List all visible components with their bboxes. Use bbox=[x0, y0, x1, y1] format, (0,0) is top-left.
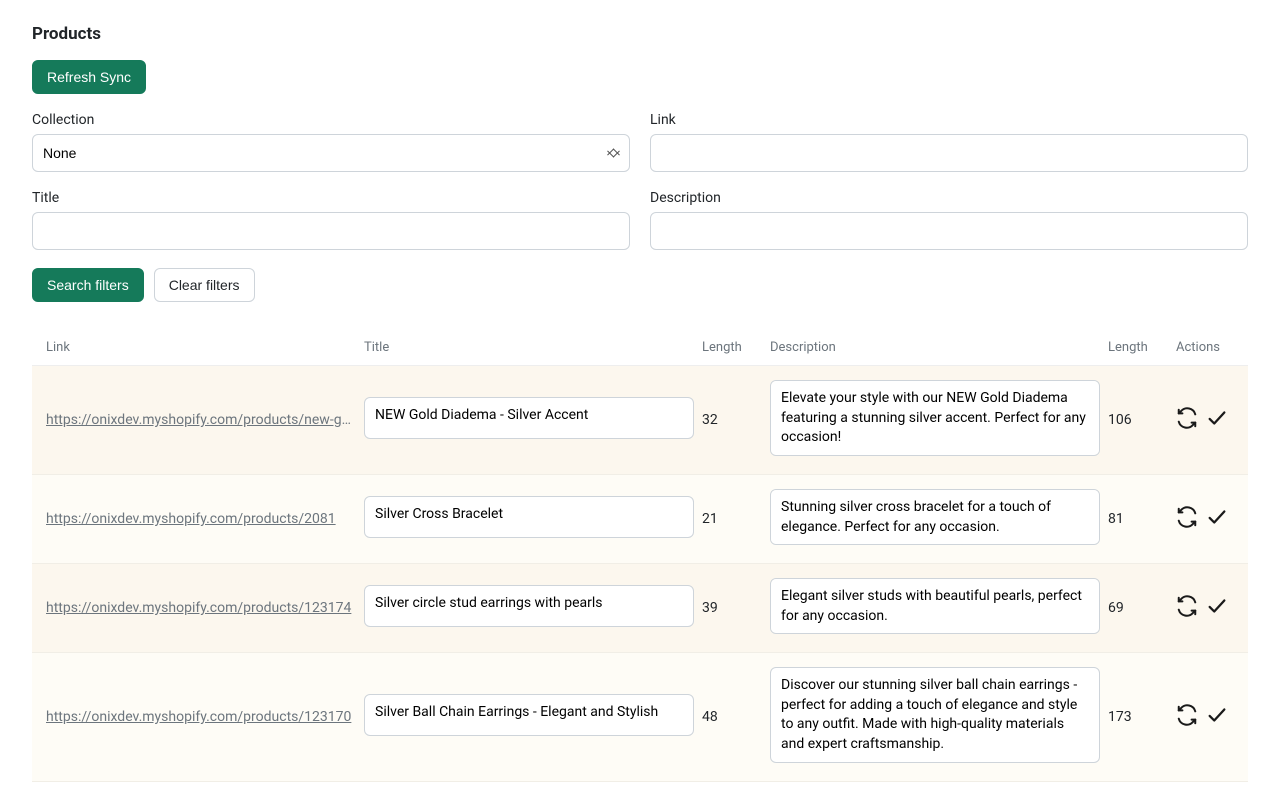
refresh-icon[interactable] bbox=[1176, 506, 1198, 532]
description-filter-label: Description bbox=[650, 190, 1248, 206]
title-input[interactable] bbox=[364, 397, 694, 439]
search-filters-button[interactable]: Search filters bbox=[32, 268, 144, 302]
title-length: 21 bbox=[702, 511, 762, 527]
refresh-icon[interactable] bbox=[1176, 704, 1198, 730]
title-length: 39 bbox=[702, 600, 762, 616]
title-filter-label: Title bbox=[32, 190, 630, 206]
table-row: https://onixdev.myshopify.com/products/1… bbox=[32, 653, 1248, 782]
product-link[interactable]: https://onixdev.myshopify.com/products/2… bbox=[46, 511, 356, 527]
check-icon[interactable] bbox=[1206, 595, 1228, 621]
collection-select[interactable] bbox=[32, 134, 630, 172]
description-length: 106 bbox=[1108, 412, 1168, 428]
table-row: https://onixdev.myshopify.com/products/n… bbox=[32, 366, 1248, 475]
col-link: Link bbox=[46, 340, 356, 355]
title-input[interactable] bbox=[364, 585, 694, 627]
col-length2: Length bbox=[1108, 340, 1168, 355]
refresh-icon[interactable] bbox=[1176, 595, 1198, 621]
product-link[interactable]: https://onixdev.myshopify.com/products/1… bbox=[46, 600, 356, 616]
col-description: Description bbox=[770, 340, 1100, 355]
table-row: https://onixdev.myshopify.com/products/2… bbox=[32, 475, 1248, 564]
collection-label: Collection bbox=[32, 112, 630, 128]
title-filter-input[interactable] bbox=[32, 212, 630, 250]
product-link[interactable]: https://onixdev.myshopify.com/products/n… bbox=[46, 412, 356, 428]
filters-form: Collection Link Title Description bbox=[32, 112, 1248, 250]
title-input[interactable] bbox=[364, 496, 694, 538]
description-length: 69 bbox=[1108, 600, 1168, 616]
col-length1: Length bbox=[702, 340, 762, 355]
description-input[interactable] bbox=[770, 380, 1100, 456]
check-icon[interactable] bbox=[1206, 704, 1228, 730]
refresh-icon[interactable] bbox=[1176, 407, 1198, 433]
col-actions: Actions bbox=[1176, 340, 1276, 355]
link-filter-input[interactable] bbox=[650, 134, 1248, 172]
col-title: Title bbox=[364, 340, 694, 355]
check-icon[interactable] bbox=[1206, 506, 1228, 532]
link-filter-label: Link bbox=[650, 112, 1248, 128]
title-length: 48 bbox=[702, 709, 762, 725]
description-filter-input[interactable] bbox=[650, 212, 1248, 250]
description-length: 81 bbox=[1108, 511, 1168, 527]
page-title: Products bbox=[32, 24, 1248, 44]
description-input[interactable] bbox=[770, 578, 1100, 634]
clear-filters-button[interactable]: Clear filters bbox=[154, 268, 255, 302]
products-table: Link Title Length Description Length Act… bbox=[32, 330, 1248, 782]
description-input[interactable] bbox=[770, 667, 1100, 763]
title-input[interactable] bbox=[364, 694, 694, 736]
description-input[interactable] bbox=[770, 489, 1100, 545]
table-row: https://onixdev.myshopify.com/products/1… bbox=[32, 564, 1248, 653]
refresh-sync-button[interactable]: Refresh Sync bbox=[32, 60, 146, 94]
product-link[interactable]: https://onixdev.myshopify.com/products/1… bbox=[46, 709, 356, 725]
check-icon[interactable] bbox=[1206, 407, 1228, 433]
title-length: 32 bbox=[702, 412, 762, 428]
description-length: 173 bbox=[1108, 709, 1168, 725]
